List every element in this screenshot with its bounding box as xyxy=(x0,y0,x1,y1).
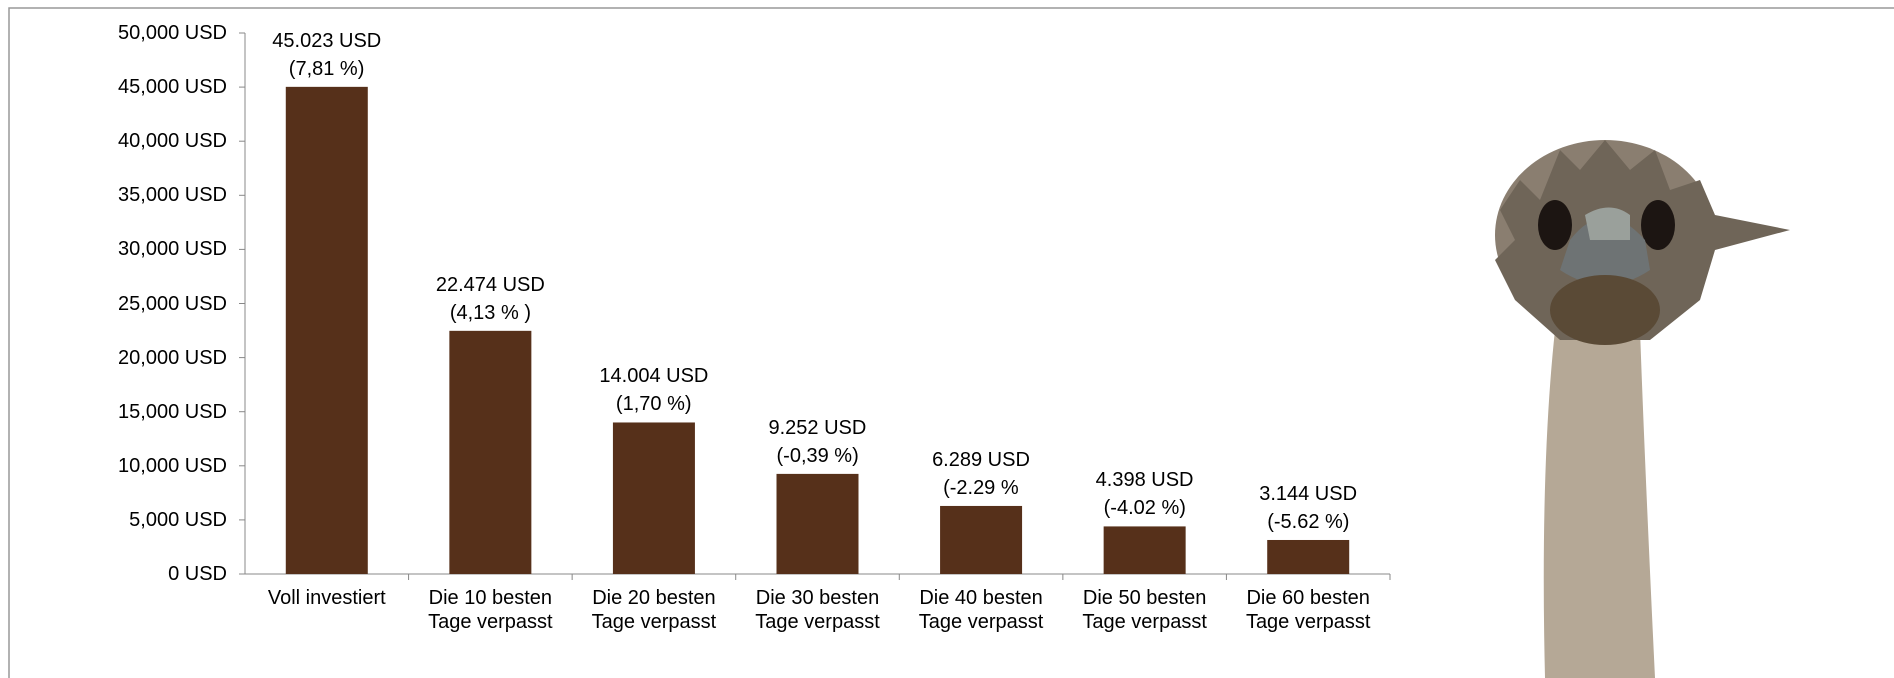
y-tick-label: 5,000 USD xyxy=(129,508,227,531)
bar xyxy=(1103,526,1186,574)
x-tick-label: Die 10 besten Tage verpasst xyxy=(428,587,553,633)
x-tick-label: Die 40 besten Tage verpasst xyxy=(918,587,1044,633)
y-tick-label: 15,000 USD xyxy=(118,400,227,423)
y-tick-label: 10,000 USD xyxy=(118,454,227,477)
value-label: 22.474 USD xyxy=(435,273,545,296)
y-tick-label: 30,000 USD xyxy=(118,238,227,261)
value-label: 4.398 USD xyxy=(1095,469,1194,492)
y-tick-label: 25,000 USD xyxy=(118,292,227,315)
return-label: (7,81 %) xyxy=(288,57,365,80)
value-label: 3.144 USD xyxy=(1259,482,1358,505)
y-tick-label: 40,000 USD xyxy=(118,130,227,153)
value-label: 9.252 USD xyxy=(768,416,867,439)
y-tick-label: 0 USD xyxy=(168,563,227,585)
bar xyxy=(449,330,532,574)
return-label: (4,13 % ) xyxy=(449,301,531,324)
y-tick-label: 45,000 USD xyxy=(118,76,227,99)
return-label: (-5.62 %) xyxy=(1267,510,1350,533)
value-label: 14.004 USD xyxy=(599,365,709,388)
x-tick-label: Voll investiert xyxy=(267,587,386,609)
x-tick-label: Die 30 besten Tage verpasst xyxy=(755,587,880,633)
ostrich-photo xyxy=(1495,140,1790,678)
value-label: 6.289 USD xyxy=(932,448,1030,471)
x-tick-label: Die 20 besten Tage verpasst xyxy=(591,587,717,633)
return-label: (1,70 %) xyxy=(615,393,692,416)
return-label: (-0,39 %) xyxy=(776,444,859,467)
bar xyxy=(940,505,1023,574)
value-label: 45.023 USD xyxy=(272,29,382,52)
x-tick-label: Die 50 besten Tage verpasst xyxy=(1082,587,1207,633)
bar xyxy=(612,422,695,574)
y-tick-label: 20,000 USD xyxy=(118,346,227,369)
x-tick-label: Die 60 besten Tage verpasst xyxy=(1245,587,1371,633)
bar xyxy=(776,473,859,574)
y-tick-label: 50,000 USD xyxy=(118,22,227,44)
frame xyxy=(8,7,1894,678)
return-label: (-2.29 % xyxy=(943,476,1019,499)
y-tick-label: 35,000 USD xyxy=(118,184,227,207)
bar xyxy=(1267,539,1350,574)
return-label: (-4.02 %) xyxy=(1103,497,1186,520)
bar xyxy=(285,86,368,575)
